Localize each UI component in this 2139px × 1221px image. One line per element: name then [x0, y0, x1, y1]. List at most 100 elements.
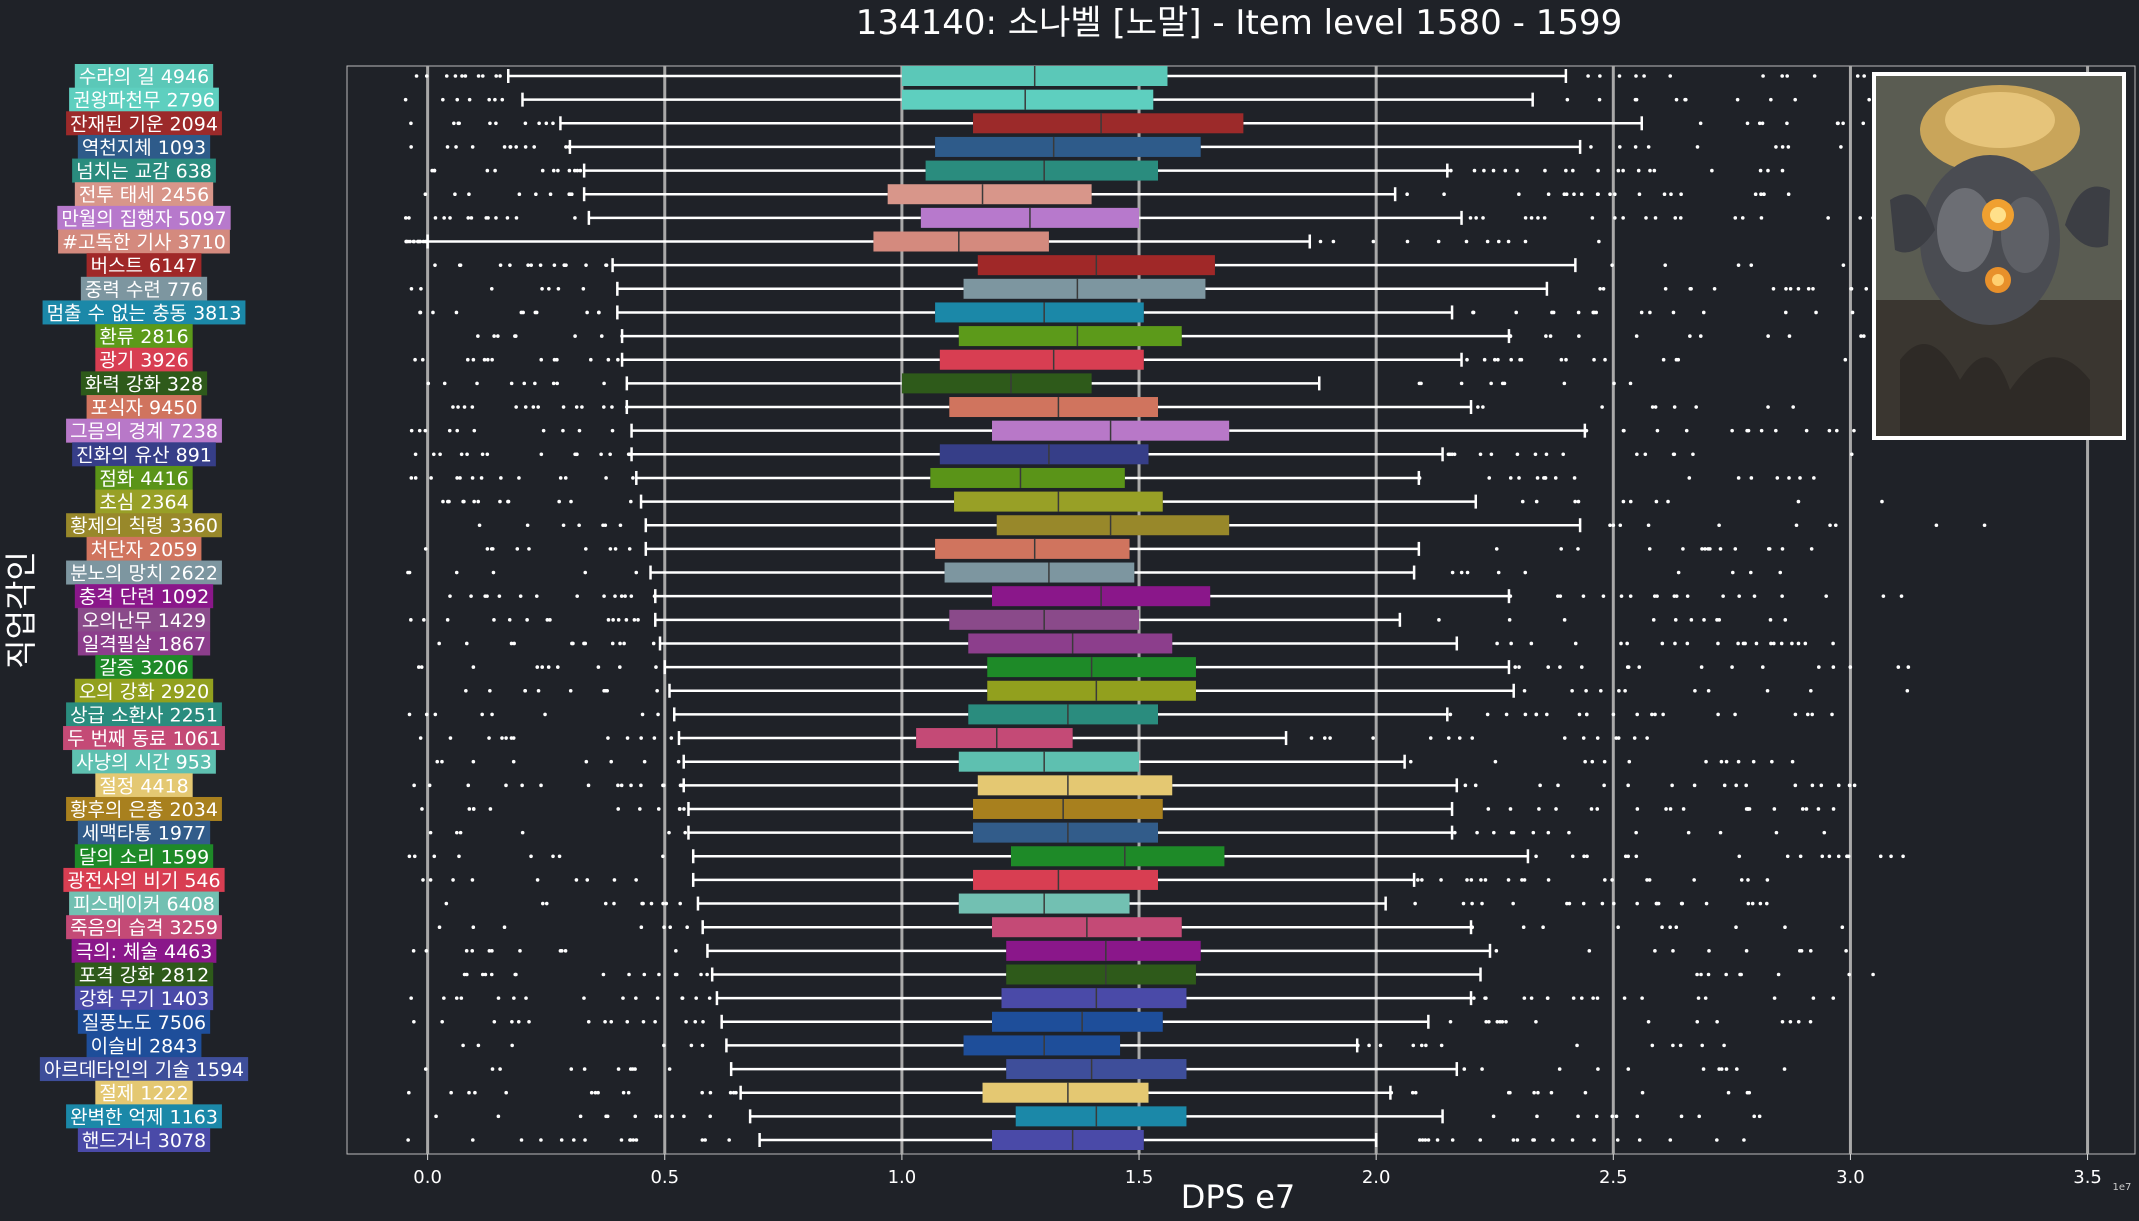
category-label-text: 수라의 길 4946	[79, 66, 209, 88]
outlier-point	[1739, 972, 1743, 977]
outlier-point	[1849, 452, 1854, 457]
outlier-point	[487, 97, 491, 102]
outlier-point	[1581, 736, 1586, 740]
outlier-point	[1418, 1138, 1422, 1142]
category-label-text: 중력 수련 776	[85, 279, 203, 301]
outlier-point	[1796, 499, 1801, 504]
outlier-point	[1737, 854, 1742, 859]
outlier-point	[561, 428, 565, 433]
outlier-point	[423, 547, 428, 551]
outlier-point	[652, 736, 657, 740]
outlier-point	[465, 972, 469, 977]
category-label-text: 핸드거너 3078	[82, 1130, 206, 1152]
x-tick-label: 1.5	[1125, 1167, 1154, 1188]
category-label-bg	[69, 891, 219, 916]
outlier-point	[512, 641, 516, 646]
category-label: 오의 강화 2920	[74, 678, 214, 703]
category-label-text: 세맥타통 1977	[82, 823, 206, 845]
outlier-point	[1492, 830, 1496, 835]
category-label-text: 광기 3926	[99, 350, 188, 372]
outlier-point	[1633, 145, 1638, 149]
outlier-point	[459, 996, 464, 1000]
outlier-point	[606, 618, 611, 622]
outlier-point	[1522, 688, 1527, 693]
iqr-box	[901, 89, 1154, 110]
outlier-point	[532, 145, 536, 149]
category-label: 오의난무 1429	[77, 607, 211, 632]
outlier-point	[1614, 1114, 1619, 1119]
outlier-point	[471, 807, 476, 811]
outlier-point	[1679, 901, 1684, 906]
outlier-point	[519, 1138, 524, 1142]
box-row	[416, 657, 1911, 678]
box-row	[407, 1082, 1752, 1103]
outlier-point	[605, 688, 609, 693]
outlier-point	[1573, 499, 1577, 504]
outlier-point	[1413, 1090, 1418, 1095]
outlier-point	[577, 523, 581, 528]
outlier-point	[1478, 452, 1483, 457]
category-label: 진화의 유산 891	[72, 442, 216, 467]
outlier-point	[1671, 949, 1675, 953]
outlier-point	[604, 263, 609, 267]
chart-title: 134140: 소나벨 [노말] - Item level 1580 - 159…	[856, 3, 1622, 43]
category-label-bg	[77, 820, 211, 845]
outlier-point	[1678, 1043, 1683, 1048]
outlier-point	[1616, 925, 1620, 929]
outlier-point	[1559, 357, 1564, 362]
outlier-point	[469, 594, 473, 598]
category-label: 포격 강화 2812	[74, 962, 214, 987]
outlier-point	[455, 476, 459, 480]
outlier-point	[435, 759, 440, 764]
category-label: 절제 1222	[95, 1080, 193, 1105]
outlier-point	[558, 476, 563, 480]
outlier-point	[1640, 996, 1644, 1000]
outlier-point	[1426, 1138, 1431, 1142]
outlier-point	[641, 901, 645, 906]
outlier-point	[569, 1067, 574, 1071]
outlier-point	[420, 807, 424, 811]
outlier-point	[491, 570, 496, 575]
outlier-point	[1480, 901, 1484, 906]
outlier-point	[487, 736, 491, 740]
category-label-text: 진화의 유산 891	[76, 444, 212, 466]
outlier-point	[453, 74, 458, 78]
outlier-point	[1636, 168, 1641, 173]
outlier-point	[1881, 594, 1886, 598]
outlier-point	[413, 452, 418, 457]
outlier-point	[1668, 1138, 1673, 1142]
outlier-point	[1475, 830, 1479, 835]
outlier-point	[1889, 854, 1893, 859]
outlier-point	[1803, 641, 1808, 646]
outlier-point	[431, 452, 436, 457]
outlier-point	[1500, 381, 1505, 386]
outlier-point	[1522, 996, 1527, 1000]
iqr-box	[982, 1082, 1149, 1103]
outlier-point	[1482, 168, 1486, 173]
outlier-point	[1612, 901, 1616, 906]
category-label-bg	[72, 442, 216, 467]
outlier-point	[1531, 830, 1536, 835]
outlier-point	[1453, 830, 1457, 835]
outlier-point	[472, 428, 477, 433]
outlier-point	[1637, 1138, 1642, 1142]
outlier-point	[1614, 736, 1619, 740]
outlier-point	[705, 972, 709, 977]
outlier-point	[1473, 783, 1478, 788]
outlier-point	[1625, 665, 1630, 669]
outlier-point	[1745, 121, 1750, 126]
outlier-point	[508, 145, 512, 149]
outlier-point	[535, 878, 540, 882]
outlier-point	[1576, 547, 1580, 551]
outlier-point	[1419, 1043, 1424, 1048]
outlier-point	[556, 168, 560, 173]
outlier-point	[1715, 1138, 1719, 1142]
outlier-point	[1562, 192, 1567, 197]
outlier-point	[1643, 452, 1648, 457]
outlier-point	[465, 357, 470, 362]
outlier-point	[1536, 1090, 1540, 1095]
outlier-point	[1648, 168, 1652, 173]
outlier-point	[1610, 878, 1614, 882]
outlier-point	[678, 901, 682, 906]
outlier-point	[569, 499, 573, 504]
